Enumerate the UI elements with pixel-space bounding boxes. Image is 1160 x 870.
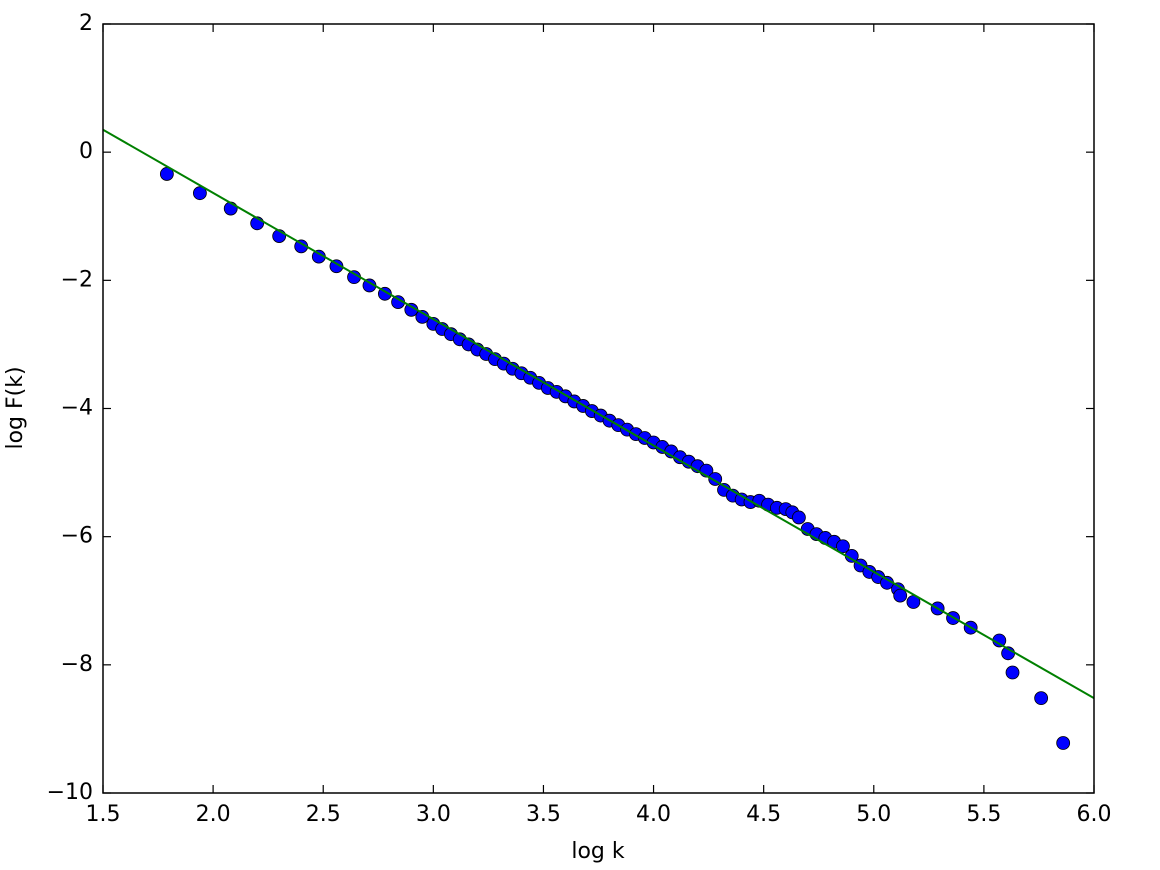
data-point — [836, 539, 850, 554]
x-tick-label: 1.5 — [86, 802, 121, 827]
data-point — [1005, 665, 1020, 680]
x-tick-label: 3.5 — [526, 802, 561, 827]
y-tick-label: 0 — [79, 139, 93, 164]
x-tick-label: 4.0 — [636, 802, 671, 827]
x-tick-label: 3.0 — [416, 802, 451, 827]
x-tick-label: 5.0 — [856, 802, 891, 827]
x-axis-label: log k — [571, 839, 625, 864]
data-point — [192, 186, 207, 201]
y-tick-label: −6 — [61, 524, 93, 549]
x-tick-label: 4.5 — [746, 802, 781, 827]
y-tick-label: −8 — [61, 652, 93, 677]
data-point — [893, 588, 908, 603]
fit-line — [103, 128, 1094, 700]
data-point — [792, 510, 806, 525]
y-tick-label: −10 — [47, 780, 93, 805]
data-point — [1056, 736, 1071, 750]
plot-frame — [102, 23, 1095, 794]
y-axis-label: log F(k) — [3, 366, 28, 449]
x-tick-label: 5.5 — [966, 802, 1001, 827]
plot-area — [103, 128, 1094, 750]
x-tick-label: 2.5 — [306, 802, 341, 827]
y-tick-label: 2 — [79, 11, 93, 36]
y-tick-label: −2 — [61, 267, 93, 292]
x-tick-label: 2.0 — [196, 802, 231, 827]
data-point — [1034, 691, 1049, 706]
x-tick-label: 6.0 — [1077, 802, 1112, 827]
y-tick-label: −4 — [61, 396, 93, 421]
